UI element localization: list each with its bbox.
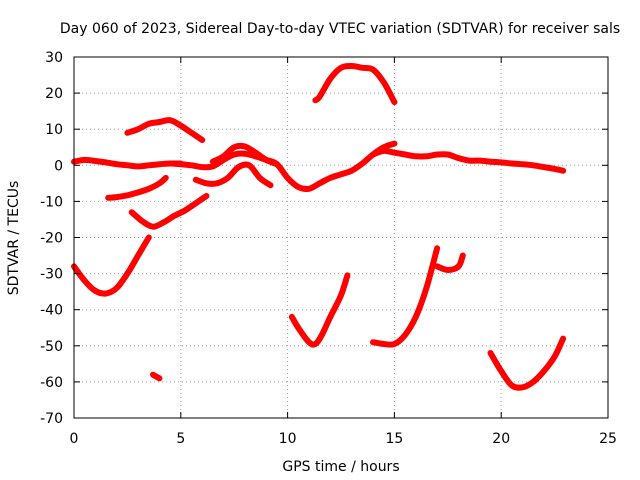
- y-tick-label: -10: [40, 194, 63, 210]
- chart-title: Day 060 of 2023, Sidereal Day-to-day VTE…: [60, 21, 620, 37]
- y-axis-title: SDTVAR / TECUs: [6, 181, 22, 296]
- y-tick-label: -40: [40, 303, 63, 319]
- x-tick-label: 20: [492, 431, 510, 447]
- series-arc-baseline-c: [370, 147, 567, 174]
- series-arc-bump-a: [209, 142, 280, 168]
- x-tick-label: 15: [385, 431, 403, 447]
- series-arc-baseline-a: [71, 156, 184, 170]
- y-tick-label: -70: [40, 411, 63, 427]
- y-tick-label: -60: [40, 375, 63, 391]
- x-tick-label: 0: [70, 431, 79, 447]
- series-arc-morning-high: [124, 117, 206, 143]
- series-arc-dip-62: [487, 335, 567, 391]
- x-tick-label: 25: [599, 431, 617, 447]
- grid-layer: [74, 57, 608, 418]
- y-tick-label: -30: [40, 267, 63, 283]
- y-tick-label: -20: [40, 231, 63, 247]
- tick-layer: 0 5 10 15 20 25 -70 -60 -50 -40 -30 -20 -10 0 10 20 30: [40, 50, 617, 447]
- series-arc-dip-17: [128, 193, 210, 230]
- y-tick-label: 20: [45, 86, 63, 102]
- x-tick-label: 5: [176, 431, 185, 447]
- series-arc-bump-b: [192, 161, 274, 189]
- y-tick-label: 10: [45, 122, 63, 138]
- y-tick-label: -50: [40, 339, 63, 355]
- series-layer: [71, 62, 567, 391]
- series-arc-peak-27: [312, 62, 398, 106]
- series-arc-short-58: [150, 371, 163, 382]
- series-arc-baseline-b: [167, 140, 398, 193]
- y-tick-label: 30: [45, 50, 63, 66]
- x-axis-title: GPS time / hours: [282, 459, 399, 475]
- series-arc-dip-48: [288, 272, 351, 348]
- y-tick-label: 0: [54, 158, 63, 174]
- series-arc-shallow-mid: [105, 174, 169, 201]
- series-arc-short-28: [434, 252, 466, 273]
- x-tick-label: 10: [279, 431, 297, 447]
- series-arc-rise-to-23: [370, 245, 441, 348]
- series-arc-deep-35: [71, 234, 152, 297]
